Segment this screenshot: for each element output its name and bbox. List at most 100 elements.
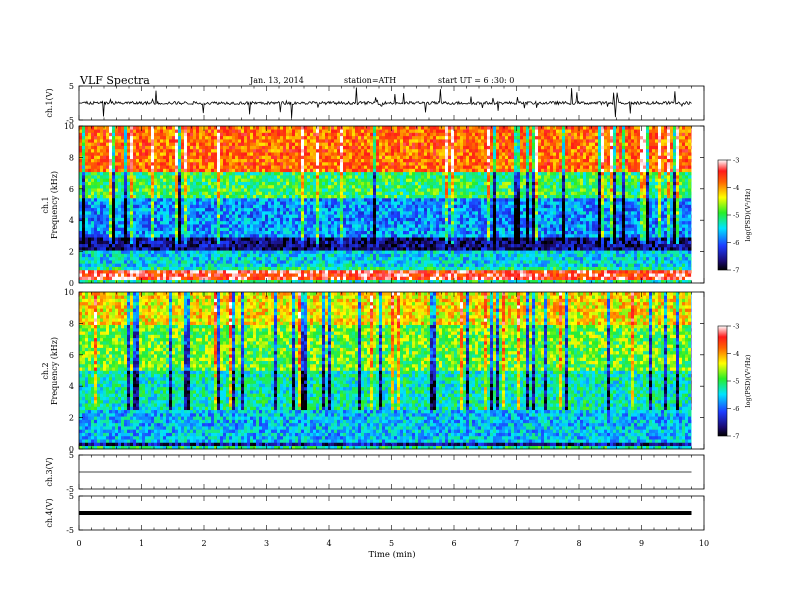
spectrogram-cell	[241, 227, 244, 231]
spectrogram-cell	[178, 161, 181, 166]
spectrogram-cell	[136, 139, 139, 143]
spectrogram-cell	[151, 253, 154, 258]
spectrogram-cell	[133, 211, 136, 215]
spectrogram-cell	[103, 220, 106, 225]
spectrogram-cell	[154, 142, 157, 146]
spectrogram-cell	[130, 155, 133, 160]
spectrogram-cell	[262, 126, 265, 130]
spectrogram-cell	[100, 181, 103, 186]
spectrogram-cell	[241, 171, 244, 176]
spectrogram-cell	[238, 132, 241, 137]
spectrogram-cell	[253, 214, 256, 218]
spectrogram-cell	[286, 135, 289, 140]
spectrogram-cell	[172, 211, 175, 215]
spectrogram-cell	[157, 276, 160, 281]
spectrogram-cell	[148, 184, 151, 189]
spectrogram-cell	[364, 178, 367, 182]
spectrogram-cell	[163, 165, 166, 169]
spectrogram-cell	[220, 253, 223, 258]
spectrogram-cell	[229, 250, 232, 254]
spectrogram-cell	[163, 145, 166, 150]
spectrogram-cell	[133, 148, 136, 153]
spectrogram-cell	[352, 214, 355, 218]
spectrogram-cell	[256, 207, 259, 212]
spectrogram-cell	[175, 188, 178, 192]
spectrogram-cell	[373, 145, 376, 150]
spectrogram-cell	[244, 161, 247, 166]
spectrogram-cell	[388, 279, 391, 284]
spectrogram-cell	[223, 220, 226, 225]
spectrogram-cell	[244, 207, 247, 212]
spectrogram-cell	[130, 273, 133, 277]
spectrogram-cell	[196, 273, 199, 277]
spectrogram-cell	[220, 279, 223, 284]
spectrogram-cell	[274, 148, 277, 153]
spectrogram-cell	[121, 168, 124, 173]
spectrogram-cell	[82, 165, 85, 169]
spectrogram-cell	[133, 207, 136, 212]
spectrogram-cell	[343, 211, 346, 215]
spectrogram-cell	[244, 145, 247, 150]
spectrogram-cell	[124, 175, 127, 179]
spectrogram-cell	[328, 181, 331, 186]
spectrogram-cell	[349, 263, 352, 267]
spectrogram-cell	[292, 145, 295, 150]
spectrogram-cell	[298, 161, 301, 166]
spectrogram-cell	[298, 178, 301, 182]
spectrogram-cell	[154, 126, 157, 130]
spectrogram-cell	[376, 204, 379, 209]
spectrogram-cell	[301, 145, 304, 150]
spectrogram-cell	[280, 253, 283, 258]
spectrogram-cell	[94, 214, 97, 218]
spectrogram-cell	[361, 207, 364, 212]
spectrogram-cell	[85, 171, 88, 176]
spectrogram-cell	[346, 230, 349, 235]
spectrogram-cell	[199, 181, 202, 186]
spectrogram-cell	[214, 273, 217, 277]
spectrogram-cell	[124, 207, 127, 212]
spectrogram-cell	[379, 224, 382, 228]
spectrogram-cell	[358, 260, 361, 264]
spectrogram-cell	[166, 201, 169, 205]
spectrogram-cell	[337, 165, 340, 169]
spectrogram-cell	[94, 207, 97, 212]
spectrogram-cell	[97, 155, 100, 160]
spectrogram-cell	[226, 250, 229, 254]
spectrogram-cell	[94, 211, 97, 215]
spectrogram-cell	[205, 263, 208, 267]
spectrogram-cell	[214, 276, 217, 281]
spectrogram-cell	[115, 191, 118, 195]
spectrogram-cell	[241, 263, 244, 267]
spectrogram-cell	[115, 161, 118, 166]
spectrogram-cell	[130, 188, 133, 192]
spectrogram-cell	[214, 142, 217, 146]
spectrogram-cell	[82, 181, 85, 186]
spectrogram-cell	[157, 152, 160, 156]
spectrogram-cell	[187, 276, 190, 281]
spectrogram-cell	[229, 201, 232, 205]
spectrogram-cell	[295, 263, 298, 267]
spectrogram-cell	[79, 148, 82, 153]
spectrogram-cell	[115, 155, 118, 160]
spectrogram-cell	[154, 237, 157, 241]
spectrogram-cell	[331, 132, 334, 137]
spectrogram-cell	[79, 171, 82, 176]
spectrogram-cell	[211, 184, 214, 189]
spectrogram-cell	[160, 243, 163, 248]
spectrogram-cell	[262, 171, 265, 176]
spectrogram-cell	[208, 168, 211, 173]
spectrogram-cell	[256, 139, 259, 143]
spectrogram-cell	[175, 165, 178, 169]
spectrogram-cell	[97, 168, 100, 173]
spectrogram-cell	[151, 240, 154, 245]
spectrogram-cell	[316, 175, 319, 179]
spectrogram-cell	[142, 175, 145, 179]
spectrogram-cell	[322, 142, 325, 146]
spectrogram-cell	[247, 250, 250, 254]
spectrogram-cell	[166, 211, 169, 215]
spectrogram-cell	[328, 214, 331, 218]
spectrogram-cell	[160, 168, 163, 173]
spectrogram-cell	[100, 161, 103, 166]
spectrogram-cell	[127, 129, 130, 133]
spectrogram-cell	[271, 233, 274, 238]
